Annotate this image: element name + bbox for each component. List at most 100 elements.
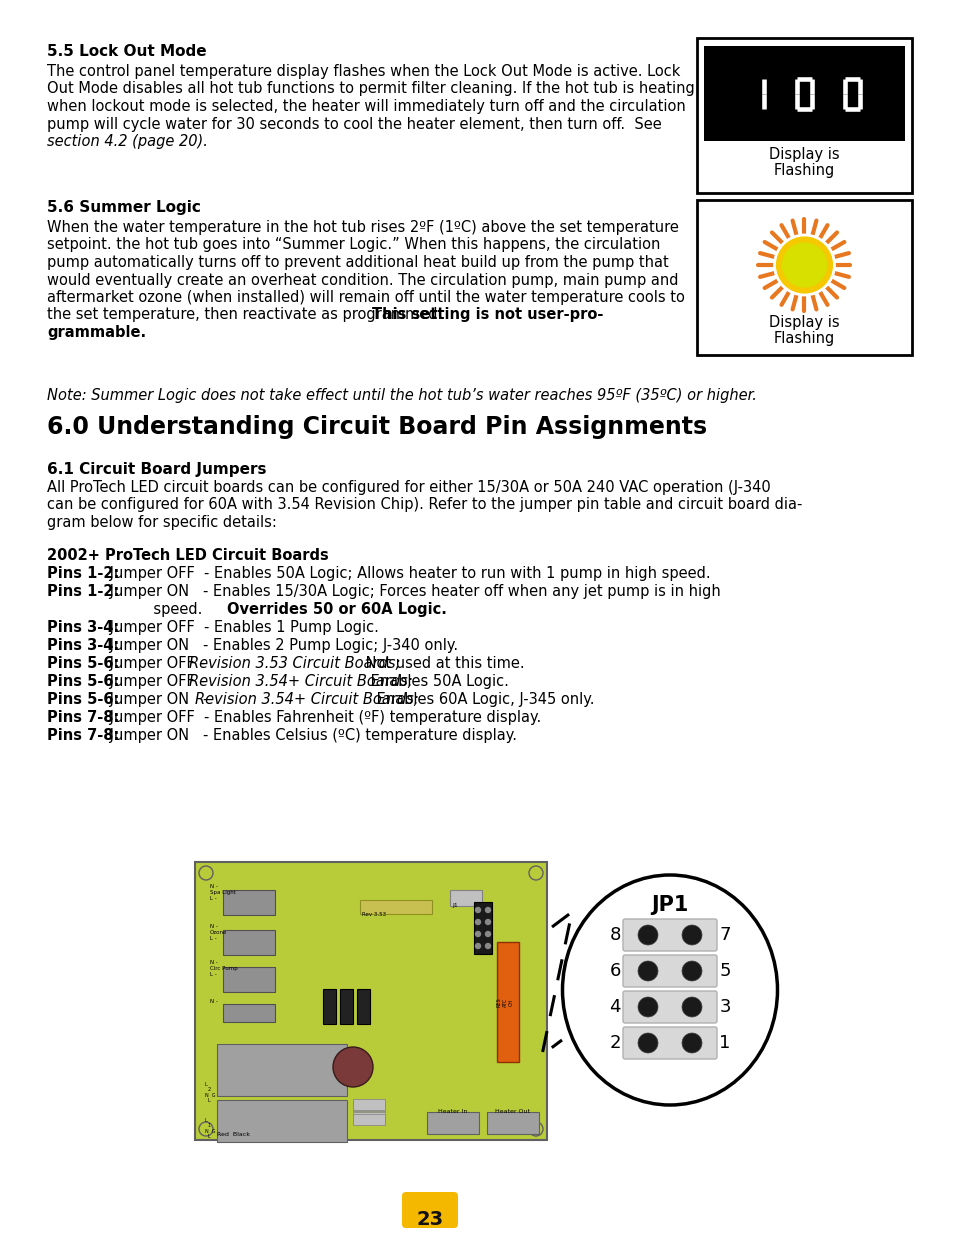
Text: L
  1
N  G
  L: L 1 N G L: [205, 1118, 215, 1139]
Circle shape: [529, 866, 542, 881]
Text: Revision 3.53 Circuit Boards;: Revision 3.53 Circuit Boards;: [190, 656, 400, 671]
Text: 6: 6: [609, 962, 620, 981]
Text: N -
Spa Light
L -: N - Spa Light L -: [210, 884, 235, 900]
Text: 5.6 Summer Logic: 5.6 Summer Logic: [47, 200, 201, 215]
Text: Jumper ON   - Enables 2 Pump Logic; J-340 only.: Jumper ON - Enables 2 Pump Logic; J-340 …: [106, 638, 458, 653]
Circle shape: [638, 925, 658, 945]
FancyBboxPatch shape: [622, 1028, 717, 1058]
Bar: [353, 1099, 385, 1110]
FancyBboxPatch shape: [622, 955, 717, 987]
Text: Rev 3.53: Rev 3.53: [361, 911, 386, 918]
Bar: [353, 1112, 385, 1123]
Text: Pins 3-4:: Pins 3-4:: [47, 638, 119, 653]
Text: would eventually create an overheat condition. The circulation pump, main pump a: would eventually create an overheat cond…: [47, 273, 678, 288]
Text: 2: 2: [609, 1034, 620, 1052]
Text: Jumper ON   - Enables Celsius (ºC) temperature display.: Jumper ON - Enables Celsius (ºC) tempera…: [106, 727, 517, 743]
Circle shape: [638, 997, 658, 1016]
Text: Jumper OFF  - Enables Fahrenheit (ºF) temperature display.: Jumper OFF - Enables Fahrenheit (ºF) tem…: [106, 710, 541, 725]
Text: when lockout mode is selected, the heater will immediately turn off and the circ: when lockout mode is selected, the heate…: [47, 99, 685, 114]
Text: Jumper ON   - Enables 15/30A Logic; Forces heater off when any jet pump is in hi: Jumper ON - Enables 15/30A Logic; Forces…: [106, 584, 720, 599]
Circle shape: [333, 1047, 373, 1087]
Text: section 4.2 (page 20).: section 4.2 (page 20).: [47, 135, 208, 149]
Bar: [223, 890, 274, 915]
Bar: [486, 1112, 538, 1134]
Text: 6.1 Circuit Board Jumpers: 6.1 Circuit Board Jumpers: [47, 462, 266, 477]
Text: Pins 1-2:: Pins 1-2:: [47, 584, 119, 599]
Text: 2002+ ProTech LED Circuit Boards: 2002+ ProTech LED Circuit Boards: [47, 548, 329, 563]
Bar: [497, 942, 518, 1062]
Text: 3: 3: [719, 998, 730, 1016]
Bar: [223, 967, 274, 992]
Bar: [697, 200, 911, 354]
Text: Note: Summer Logic does not take effect until the hot tub’s water reaches 95ºF (: Note: Summer Logic does not take effect …: [47, 388, 756, 403]
Text: 5: 5: [719, 962, 730, 981]
Text: the set temperature, then reactivate as programmed.: the set temperature, then reactivate as …: [47, 308, 446, 322]
Text: Red  Black: Red Black: [216, 1132, 250, 1137]
Text: can be configured for 60A with 3.54 Revision Chip). Refer to the jumper pin tabl: can be configured for 60A with 3.54 Revi…: [47, 498, 801, 513]
Text: Overrides 50 or 60A Logic.: Overrides 50 or 60A Logic.: [227, 601, 446, 618]
Bar: [353, 1114, 385, 1125]
Text: N -: N -: [210, 999, 217, 1004]
Text: The control panel temperature display flashes when the Lock Out Mode is active. : The control panel temperature display fl…: [47, 64, 679, 79]
Text: 6.0 Understanding Circuit Board Pin Assignments: 6.0 Understanding Circuit Board Pin Assi…: [47, 415, 706, 438]
Text: Pins 3-4:: Pins 3-4:: [47, 620, 119, 635]
Bar: [194, 862, 546, 1140]
Circle shape: [781, 243, 825, 287]
Circle shape: [681, 961, 701, 981]
FancyBboxPatch shape: [622, 919, 717, 951]
Text: Jumper ON   -: Jumper ON -: [106, 692, 213, 706]
FancyBboxPatch shape: [401, 1192, 457, 1228]
Text: Heater In: Heater In: [437, 1109, 467, 1114]
Bar: [339, 989, 353, 1024]
Circle shape: [774, 235, 834, 295]
Text: 7: 7: [719, 926, 730, 944]
Bar: [216, 1100, 347, 1142]
Text: setpoint. the hot tub goes into “Summer Logic.” When this happens, the circulati: setpoint. the hot tub goes into “Summer …: [47, 237, 659, 252]
Circle shape: [475, 944, 480, 948]
Text: 1: 1: [719, 1034, 730, 1052]
Text: N -
Circ Pump
L -: N - Circ Pump L -: [210, 960, 237, 977]
Bar: [474, 902, 492, 953]
Text: N -
Ozone
L -: N - Ozone L -: [210, 924, 227, 941]
Text: Revision 3.54+ Circuit Boards;: Revision 3.54+ Circuit Boards;: [195, 692, 418, 706]
Text: Out Mode disables all hot tub functions to permit filter cleaning. If the hot tu: Out Mode disables all hot tub functions …: [47, 82, 694, 96]
Text: Pins 7-8:: Pins 7-8:: [47, 727, 119, 743]
Bar: [450, 890, 481, 906]
Text: Display is: Display is: [768, 315, 839, 330]
Bar: [216, 1044, 347, 1095]
Circle shape: [485, 908, 490, 913]
Bar: [223, 1004, 274, 1023]
Text: gram below for specific details:: gram below for specific details:: [47, 515, 276, 530]
Circle shape: [681, 925, 701, 945]
Text: 4: 4: [609, 998, 620, 1016]
Text: pump automatically turns off to prevent additional heat build up from the pump t: pump automatically turns off to prevent …: [47, 254, 668, 270]
Text: 8: 8: [609, 926, 620, 944]
Circle shape: [485, 931, 490, 936]
Text: 5.5 Lock Out Mode: 5.5 Lock Out Mode: [47, 44, 207, 59]
Circle shape: [529, 1123, 542, 1136]
Text: Pins 5-6:: Pins 5-6:: [47, 656, 119, 671]
Text: Jumper OFF  - Enables 1 Pump Logic.: Jumper OFF - Enables 1 Pump Logic.: [106, 620, 379, 635]
Circle shape: [638, 961, 658, 981]
Bar: [427, 1112, 478, 1134]
Text: All ProTech LED circuit boards can be configured for either 15/30A or 50A 240 VA: All ProTech LED circuit boards can be co…: [47, 480, 770, 495]
Text: Revision 3.54+ Circuit Boards;: Revision 3.54+ Circuit Boards;: [190, 674, 413, 689]
Text: Heater Out: Heater Out: [495, 1109, 530, 1114]
Text: Jumper OFF -: Jumper OFF -: [106, 656, 210, 671]
Text: speed.: speed.: [47, 601, 207, 618]
Circle shape: [485, 944, 490, 948]
Text: JP1: JP1: [651, 895, 688, 915]
Bar: [697, 38, 911, 193]
Text: L
  2
N  G
  L: L 2 N G L: [205, 1082, 215, 1103]
Circle shape: [681, 997, 701, 1016]
Circle shape: [475, 908, 480, 913]
Bar: [356, 989, 370, 1024]
Text: aftermarket ozone (when installed) will remain off until the water temperature c: aftermarket ozone (when installed) will …: [47, 290, 684, 305]
Text: 23: 23: [416, 1210, 443, 1229]
Text: Pins 7-8:: Pins 7-8:: [47, 710, 119, 725]
Circle shape: [475, 920, 480, 925]
Text: grammable.: grammable.: [47, 325, 146, 340]
Bar: [359, 900, 432, 914]
Text: pump will cycle water for 30 seconds to cool the heater element, then turn off. : pump will cycle water for 30 seconds to …: [47, 116, 661, 131]
Text: Pins 1-2:: Pins 1-2:: [47, 566, 119, 580]
